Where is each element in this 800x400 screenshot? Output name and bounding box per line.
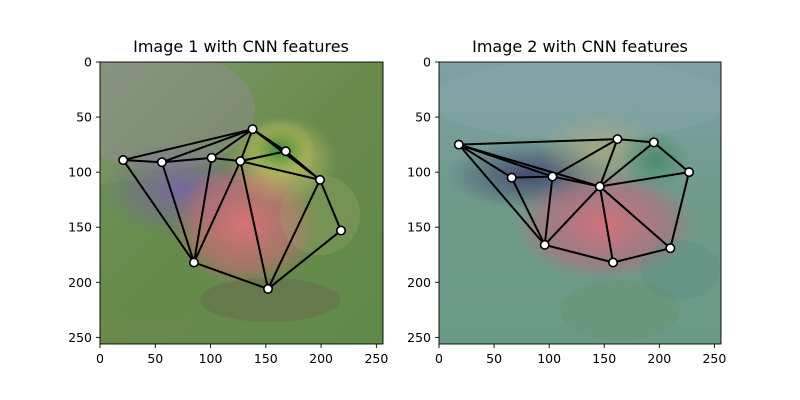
graph-edge bbox=[599, 171, 690, 188]
graph-edge bbox=[598, 186, 615, 263]
chart-title-1: Image 1 with CNN features bbox=[133, 37, 349, 56]
y-tick-label: 250 bbox=[68, 330, 92, 345]
graph-edge bbox=[544, 243, 614, 264]
graph-edge bbox=[511, 175, 553, 179]
graph-edge bbox=[598, 138, 619, 187]
x-tick-label: 200 bbox=[647, 351, 671, 366]
graph-edge bbox=[160, 161, 195, 263]
y-tick-label: 150 bbox=[68, 220, 92, 235]
graph-edge bbox=[211, 128, 254, 159]
graph-edge bbox=[240, 150, 286, 163]
graph-edge bbox=[458, 143, 601, 188]
graph-edge bbox=[240, 160, 321, 181]
keypoint-marker bbox=[263, 283, 274, 294]
keypoint-marker bbox=[506, 172, 517, 183]
graph-edge bbox=[267, 229, 342, 290]
keypoint-marker bbox=[156, 157, 167, 168]
graph-edge bbox=[617, 138, 654, 144]
graph-edge bbox=[599, 185, 671, 249]
graph-edge bbox=[543, 176, 554, 245]
axes-frame-1: 0 50 100 150 200 250 0 50 100 150 200 250 bbox=[68, 55, 388, 367]
x-tick-label: 50 bbox=[147, 351, 163, 366]
graph-edge bbox=[319, 179, 342, 231]
graph-edge bbox=[123, 159, 162, 164]
keypoint-marker bbox=[314, 174, 325, 185]
graph-edge bbox=[669, 171, 691, 249]
feature-graph-2 bbox=[453, 134, 695, 268]
keypoint-marker bbox=[206, 152, 217, 163]
keypoint-marker bbox=[235, 156, 246, 167]
graph-edge bbox=[653, 141, 690, 173]
keypoint-marker bbox=[665, 243, 676, 254]
graph-edge bbox=[551, 138, 618, 178]
keypoint-marker bbox=[335, 225, 346, 236]
keypoint-marker bbox=[648, 137, 659, 148]
graph-edge bbox=[267, 179, 321, 290]
x-tick-label: 100 bbox=[537, 351, 561, 366]
graph-edge bbox=[612, 247, 671, 264]
graph-edge bbox=[239, 160, 270, 290]
keypoint-marker bbox=[118, 155, 129, 166]
graph-edge bbox=[552, 175, 601, 188]
graph-edge bbox=[510, 177, 546, 246]
keypoint-marker bbox=[612, 134, 623, 145]
x-tick-label: 250 bbox=[702, 351, 726, 366]
keypoint-marker bbox=[280, 146, 291, 157]
graph-edge bbox=[599, 141, 655, 188]
y-tick-label: 200 bbox=[68, 275, 92, 290]
graph-edge bbox=[122, 128, 253, 162]
keypoint-marker bbox=[188, 257, 199, 268]
graph-edge bbox=[458, 143, 513, 179]
x-tick-label: 150 bbox=[592, 351, 616, 366]
graph-edge bbox=[544, 185, 601, 246]
x-tick-label: 250 bbox=[364, 351, 388, 366]
graph-edge bbox=[161, 156, 212, 164]
graph-edge bbox=[122, 159, 195, 264]
x-tick-label: 0 bbox=[435, 351, 443, 366]
x-tick-label: 200 bbox=[309, 351, 333, 366]
image-2-heatmap bbox=[439, 62, 721, 344]
keypoint-marker bbox=[247, 124, 258, 135]
y-tick-label: 200 bbox=[407, 275, 431, 290]
x-tick-label: 100 bbox=[199, 351, 223, 366]
keypoint-marker bbox=[547, 171, 558, 182]
y-tick-label: 100 bbox=[407, 165, 431, 180]
graph-edge bbox=[192, 157, 213, 263]
x-tick-label: 50 bbox=[486, 351, 502, 366]
image-1-heatmap bbox=[100, 62, 383, 344]
graph-edge bbox=[161, 128, 253, 164]
y-tick-label: 100 bbox=[68, 165, 92, 180]
x-tick-label: 0 bbox=[96, 351, 104, 366]
x-tick-label: 150 bbox=[254, 351, 278, 366]
graph-edge bbox=[239, 128, 254, 162]
keypoint-marker bbox=[539, 239, 550, 250]
y-tick-label: 250 bbox=[407, 330, 431, 345]
graph-edge bbox=[193, 160, 242, 263]
y-tick-label: 50 bbox=[76, 110, 92, 125]
keypoint-marker bbox=[453, 139, 464, 150]
keypoint-marker bbox=[608, 257, 619, 268]
y-tick-label: 150 bbox=[407, 220, 431, 235]
axes-frame-2: 0 50 100 150 200 250 0 50 100 150 200 250 bbox=[407, 55, 726, 367]
feature-graph-1 bbox=[118, 124, 346, 294]
keypoint-marker bbox=[594, 181, 605, 192]
y-tick-label: 0 bbox=[84, 55, 92, 70]
y-tick-label: 50 bbox=[415, 110, 431, 125]
graph-edge bbox=[193, 261, 269, 290]
keypoint-marker bbox=[684, 167, 695, 178]
y-tick-label: 0 bbox=[423, 55, 431, 70]
graph-edge bbox=[458, 143, 546, 246]
chart-title-2: Image 2 with CNN features bbox=[472, 37, 688, 56]
graph-edge bbox=[458, 138, 618, 146]
